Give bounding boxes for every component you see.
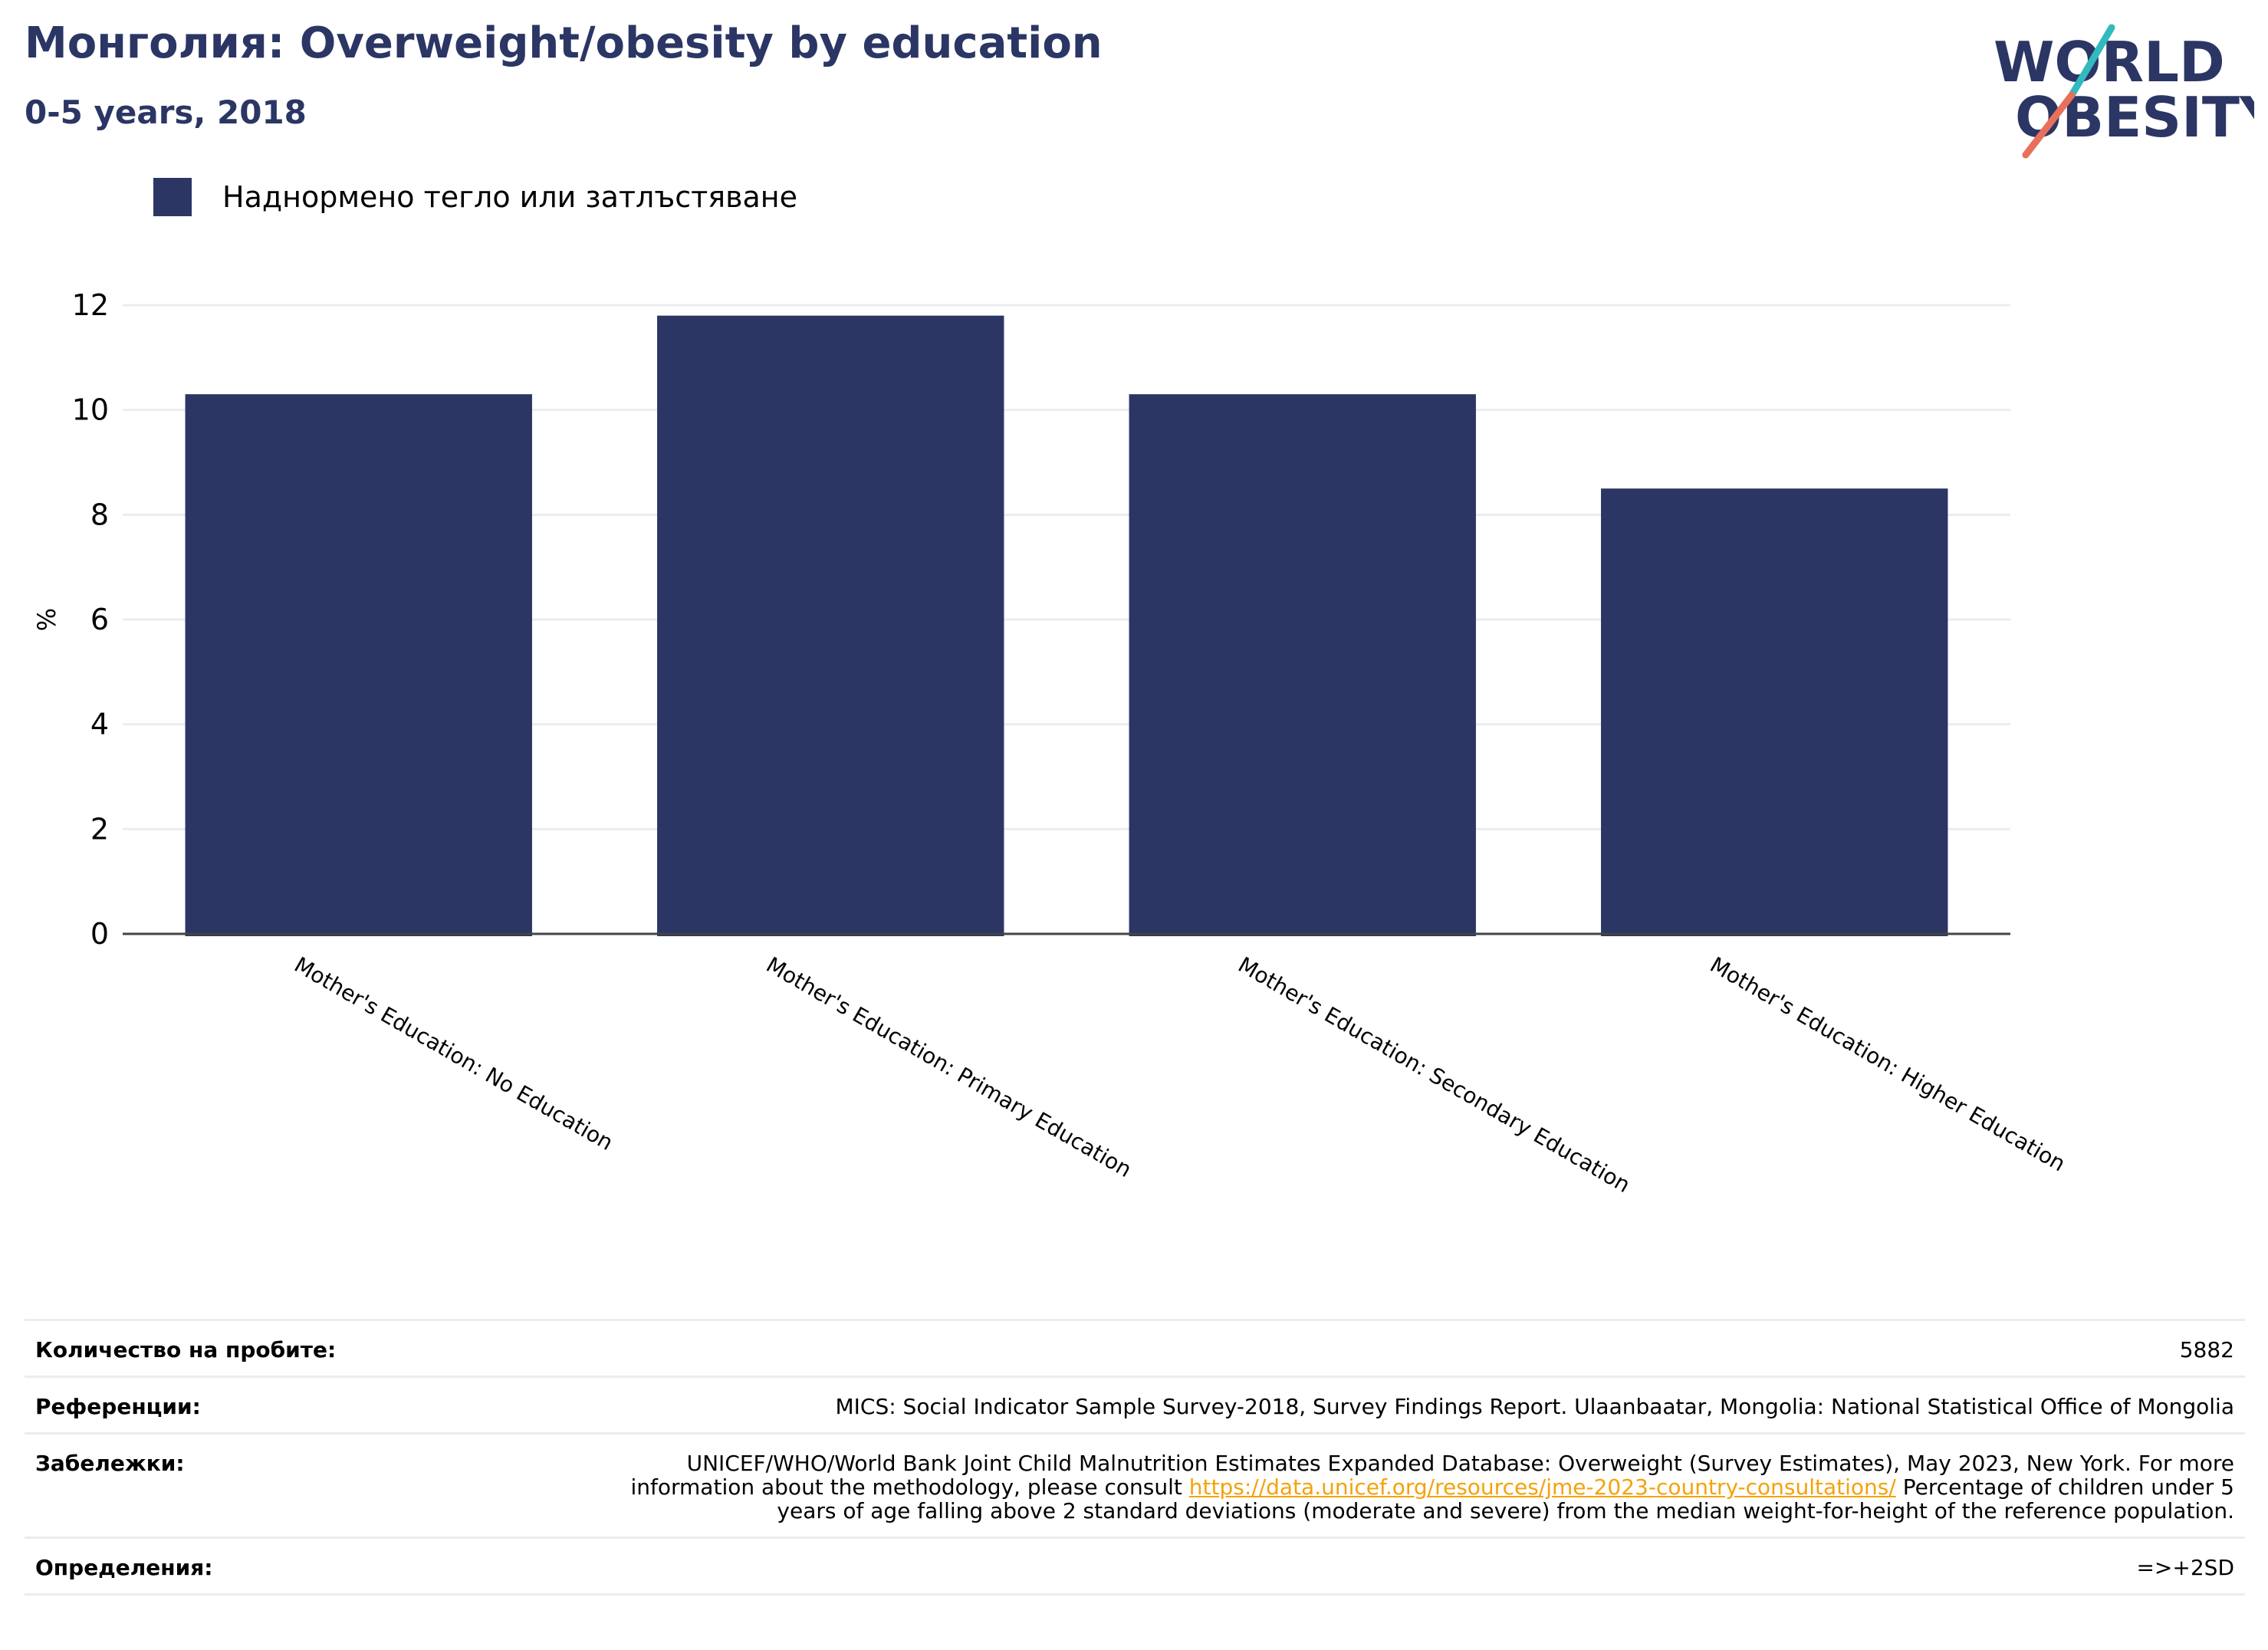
sample-size-value: 5882 [2179,1337,2234,1362]
info-row-definitions: Определения: =>+2SD [25,1539,2245,1596]
methodology-link[interactable]: https://data.unicef.org/resources/jme-20… [1188,1474,1896,1500]
definitions-value: =>+2SD [2136,1555,2234,1580]
notes-text-after: Percentage of children under 5 years of … [777,1474,2234,1523]
bar [1129,394,1476,936]
notes-label: Забележки: [35,1451,185,1476]
references-value: MICS: Social Indicator Sample Survey-201… [835,1394,2234,1419]
y-tick-label: 0 [90,917,109,951]
references-label: Референции: [35,1394,201,1419]
y-tick-label: 2 [90,812,109,846]
chart-legend: Наднормено тегло или затлъстяване [153,178,797,216]
notes-text-before: UNICEF/WHO/World Bank Joint Child Malnut… [630,1451,2235,1500]
y-tick-label: 12 [72,288,109,322]
legend-swatch [153,178,192,216]
bar [657,315,1004,937]
y-tick-label: 4 [90,708,109,741]
chart-title: Монголия: Overweight/obesity by educatio… [25,18,1103,68]
y-tick-label: 10 [72,393,109,427]
logo-word-world: WORLD [1994,30,2225,94]
notes-value: UNICEF/WHO/World Bank Joint Child Malnut… [624,1451,2235,1523]
y-tick-label: 6 [90,603,109,636]
x-tick-label: Mother's Education: Primary Education [762,952,1136,1182]
info-row-sample-size: Количество на пробите: 5882 [25,1321,2245,1378]
world-obesity-logo: WORLD OBESITY [1994,24,2254,159]
x-tick-label: Mother's Education: No Education [290,952,617,1155]
info-row-references: Референции: MICS: Social Indicator Sampl… [25,1378,2245,1435]
sample-size-label: Количество на пробите: [35,1337,337,1362]
y-axis-title: % [32,608,61,631]
logo-slash-bottom [2022,91,2076,159]
x-tick-label: Mother's Education: Higher Education [1706,952,2070,1176]
bar [1601,488,1948,936]
y-tick-label: 8 [90,498,109,531]
logo-slash-top [2068,24,2115,99]
definitions-label: Определения: [35,1555,213,1580]
info-table: Количество на пробите: 5882 Референции: … [25,1319,2245,1596]
bar [185,394,532,936]
x-tick-label: Mother's Education: Secondary Education [1234,952,1634,1198]
legend-label: Наднормено тегло или затлъстяване [222,180,797,214]
bar-chart: 0 2 4 6 8 10 12% Mother's Education: No Educati… [32,288,2070,1198]
chart-subtitle: 0-5 years, 2018 [25,94,307,131]
info-row-notes: Забележки: UNICEF/WHO/World Bank Joint C… [25,1435,2245,1539]
